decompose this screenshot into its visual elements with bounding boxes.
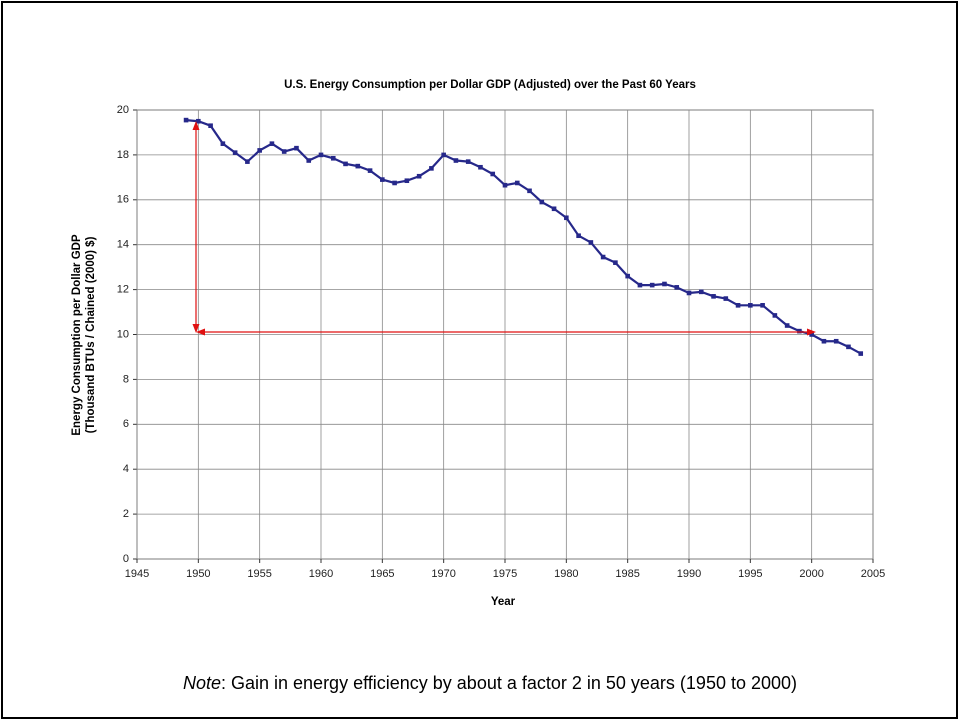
- data-point: [429, 166, 434, 171]
- arrowhead: [196, 328, 205, 336]
- y-tick-label: 0: [123, 553, 129, 565]
- data-point: [367, 168, 373, 173]
- data-point: [453, 158, 459, 163]
- data-point: [355, 163, 361, 169]
- data-point: [760, 303, 765, 308]
- data-point: [220, 141, 226, 146]
- data-point: [232, 150, 238, 155]
- data-point: [330, 155, 336, 161]
- data-point: [478, 164, 483, 170]
- data-point: [833, 338, 839, 344]
- data-point: [392, 180, 397, 186]
- y-tick-label: 18: [117, 149, 129, 161]
- data-point: [343, 161, 348, 167]
- arrowhead: [192, 121, 200, 130]
- data-point: [772, 313, 778, 318]
- data-point: [551, 206, 557, 212]
- x-tick-label: 1965: [370, 568, 394, 580]
- data-point: [416, 173, 422, 179]
- data-point: [613, 260, 618, 265]
- data-point: [196, 118, 201, 124]
- data-point: [183, 117, 189, 123]
- data-point: [318, 152, 324, 158]
- x-tick-label: 1945: [125, 568, 149, 580]
- data-point: [784, 323, 790, 328]
- y-tick-label: 14: [117, 239, 129, 251]
- plot: 0 2 4 6 8 10 12 14 16 18 20 1945 1950 1955 1960 1965 197…: [117, 104, 885, 580]
- data-point: [723, 296, 729, 301]
- x-tick-label: 1990: [677, 568, 701, 580]
- data-point: [576, 233, 581, 239]
- x-tick-label: 1980: [554, 568, 578, 580]
- data-point: [588, 240, 594, 245]
- annotation-arrows: [192, 121, 816, 336]
- data-point: [625, 273, 630, 279]
- data-point: [380, 177, 385, 182]
- note: Note: Gain in energy efficiency by about…: [183, 673, 797, 693]
- x-tick-label: 1985: [615, 568, 639, 580]
- data-point: [797, 328, 802, 334]
- x-tick-label: 2000: [799, 568, 823, 580]
- y-tick-label: 4: [123, 463, 129, 475]
- note-label: Note: [183, 673, 221, 693]
- data-point: [637, 282, 643, 288]
- data-point: [281, 149, 287, 154]
- data-point: [600, 254, 606, 260]
- data-point: [674, 285, 680, 290]
- arrowhead: [192, 324, 200, 333]
- data-point: [257, 148, 262, 153]
- data-point: [527, 188, 532, 194]
- x-tick-label: 1955: [247, 568, 271, 580]
- y-tick-label: 8: [123, 373, 129, 385]
- x-tick-label: 1975: [493, 568, 517, 580]
- y-tick-label: 10: [117, 328, 129, 340]
- y-axis-label: Energy Consumption per Dollar GDP: [71, 234, 83, 436]
- data-point: [404, 178, 410, 184]
- data-point: [858, 351, 864, 356]
- data-point: [821, 338, 827, 344]
- x-axis-label: Year: [491, 596, 516, 608]
- data-point: [502, 182, 508, 188]
- data-point: [208, 123, 213, 129]
- data-point: [564, 215, 569, 221]
- data-point: [514, 180, 520, 186]
- data-point: [846, 344, 851, 350]
- data-point: [269, 141, 275, 146]
- x-tick-label: 1970: [431, 568, 455, 580]
- data-point: [711, 294, 716, 299]
- x-tick-label: 1995: [738, 568, 762, 580]
- data-point: [686, 290, 692, 296]
- x-tick-label: 1960: [309, 568, 333, 580]
- data-point: [698, 289, 704, 295]
- y-tick-label: 6: [123, 418, 129, 430]
- y-tick-label: 2: [123, 508, 129, 520]
- x-tick-label: 2005: [861, 568, 885, 580]
- data-point: [748, 303, 753, 308]
- y-tick-label: 12: [117, 284, 129, 296]
- y-tick-label: 20: [117, 104, 129, 116]
- data-point: [735, 303, 741, 308]
- data-point: [294, 145, 299, 151]
- data-point: [809, 332, 814, 337]
- data-point: [649, 282, 655, 288]
- data-point: [465, 159, 471, 164]
- data-point: [539, 199, 545, 205]
- y-tick-label: 16: [117, 194, 129, 206]
- y-axis-label: (Thousand BTUs / Chained (2000) $): [85, 236, 97, 433]
- data-point: [441, 152, 446, 158]
- note-text: : Gain in energy efficiency by about a f…: [221, 673, 797, 693]
- chart-title: U.S. Energy Consumption per Dollar GDP (…: [284, 79, 696, 91]
- arrowhead: [807, 328, 816, 336]
- data-point: [306, 158, 312, 163]
- data-point: [245, 159, 250, 164]
- x-tick-label: 1950: [186, 568, 210, 580]
- data-point: [662, 281, 667, 287]
- data-point: [490, 171, 496, 177]
